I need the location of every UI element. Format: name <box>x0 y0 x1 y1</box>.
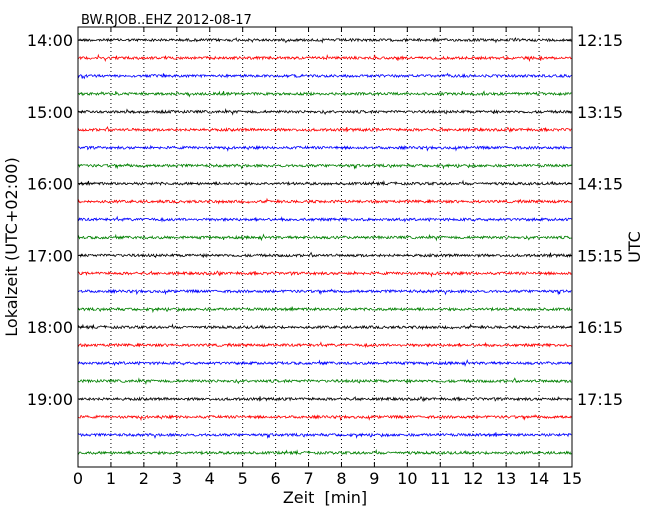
seismic-trace <box>77 432 572 439</box>
left-tick-label: 18:00 <box>27 318 73 337</box>
right-tick-label: 17:15 <box>577 390 623 409</box>
seismic-traces <box>77 36 572 456</box>
x-tick-label: 5 <box>238 469 248 488</box>
right-tick-label: 16:15 <box>577 318 623 337</box>
seismic-trace <box>77 306 572 314</box>
x-tick-label: 2 <box>139 469 149 488</box>
x-tick-label: 7 <box>303 469 313 488</box>
right-tick-label: 13:15 <box>577 103 623 122</box>
chart-title: BW.RJOB..EHZ 2012-08-17 <box>81 13 252 28</box>
x-tick-label: 10 <box>397 469 417 488</box>
left-tick-label: 14:00 <box>27 31 73 50</box>
left-tick-label: 16:00 <box>27 175 73 194</box>
right-tick-label: 12:15 <box>577 31 623 50</box>
x-tick-label: 13 <box>496 469 516 488</box>
seismic-trace <box>77 90 572 98</box>
left-tick-label: 15:00 <box>27 103 73 122</box>
left-tick-label: 17:00 <box>27 246 73 265</box>
seismic-trace <box>77 179 572 187</box>
seismic-trace <box>77 414 572 422</box>
x-axis-label: Zeit [min] <box>283 488 367 507</box>
seismic-trace <box>77 197 572 205</box>
right-tick-label: 15:15 <box>577 246 623 265</box>
x-tick-label: 0 <box>73 469 83 488</box>
right-axis-ticks: 12:15 13:15 14:15 15:15 16:15 17:15 <box>567 31 623 409</box>
seismic-trace <box>77 53 572 63</box>
seismic-trace <box>77 251 572 259</box>
x-tick-label: 15 <box>562 469 582 488</box>
seismic-trace <box>77 125 572 133</box>
seismic-trace <box>77 323 572 331</box>
left-axis-label: Lokalzeit (UTC+02:00) <box>2 157 21 336</box>
seismic-trace <box>77 162 572 170</box>
seismic-trace <box>77 377 572 386</box>
seismic-trace <box>77 396 572 403</box>
x-axis-ticks: 0 1 2 3 4 5 6 7 8 9 10 11 12 13 14 15 <box>73 27 582 488</box>
left-axis-ticks: 14:00 15:00 16:00 17:00 18:00 19:00 <box>27 31 83 409</box>
x-tick-label: 8 <box>336 469 346 488</box>
seismic-trace <box>77 341 572 349</box>
seismic-trace <box>77 108 572 116</box>
x-tick-label: 12 <box>463 469 483 488</box>
plot-frame <box>77 26 573 468</box>
seismic-trace <box>77 144 572 152</box>
seismic-trace <box>77 448 572 456</box>
x-tick-label: 11 <box>430 469 450 488</box>
seismic-trace <box>77 215 572 223</box>
x-tick-label: 3 <box>172 469 182 488</box>
seismic-trace <box>77 288 572 296</box>
x-tick-label: 4 <box>205 469 215 488</box>
x-tick-label: 1 <box>106 469 116 488</box>
right-axis-label: UTC <box>625 231 644 263</box>
x-tick-label: 6 <box>271 469 281 488</box>
seismic-trace <box>77 358 572 367</box>
x-tick-label: 9 <box>369 469 379 488</box>
x-tick-label: 14 <box>529 469 549 488</box>
seismic-trace <box>77 72 572 80</box>
seismic-trace <box>77 36 572 44</box>
right-tick-label: 14:15 <box>577 175 623 194</box>
x-grid <box>110 27 540 467</box>
left-tick-label: 19:00 <box>27 390 73 409</box>
seismic-trace <box>77 233 572 242</box>
seismic-trace <box>77 270 572 278</box>
